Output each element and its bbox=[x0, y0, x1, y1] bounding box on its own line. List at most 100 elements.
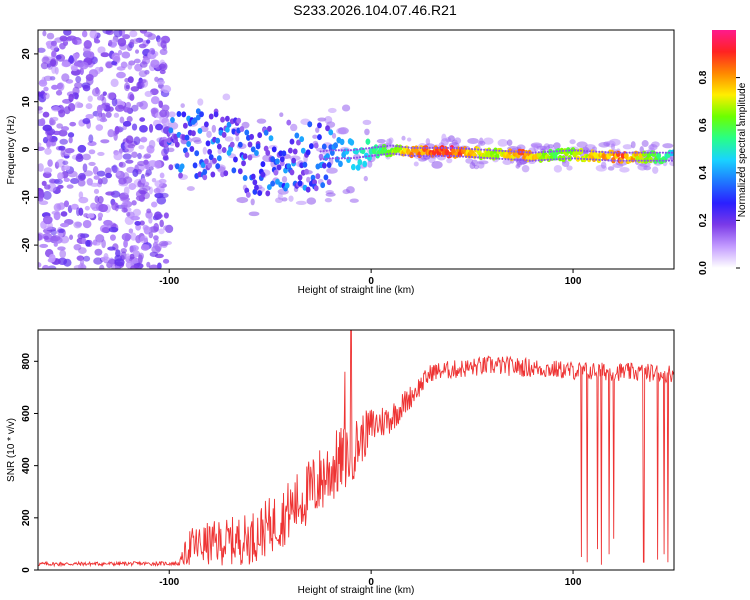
scatter-blob bbox=[639, 162, 651, 167]
ridge-blob bbox=[270, 180, 276, 187]
noise-blob bbox=[144, 90, 153, 98]
ridge-edge bbox=[389, 144, 392, 147]
ridge-blob bbox=[279, 156, 285, 163]
ridge-edge bbox=[404, 154, 407, 157]
noise-blob bbox=[79, 67, 84, 76]
ridge-edge bbox=[401, 153, 404, 156]
noise-blob bbox=[43, 92, 50, 100]
ridge-edge bbox=[640, 151, 643, 154]
noise-blob bbox=[143, 153, 152, 159]
noise-blob bbox=[85, 103, 93, 110]
ridge-blob bbox=[300, 147, 306, 154]
noise-blob bbox=[97, 196, 104, 204]
ridge-edge bbox=[361, 147, 365, 150]
ridge-blob bbox=[326, 179, 332, 186]
ridge-edge bbox=[634, 151, 637, 154]
ridge-blob bbox=[252, 179, 258, 186]
noise-blob bbox=[92, 166, 99, 175]
ridge-edge bbox=[637, 151, 640, 154]
noise-blob bbox=[80, 233, 90, 239]
ridge-edge bbox=[371, 146, 374, 149]
ridge-edge bbox=[528, 159, 531, 162]
scatter-blob bbox=[600, 161, 607, 169]
ridge-edge bbox=[540, 159, 543, 162]
ridge-edge bbox=[474, 148, 477, 151]
scatter-blob bbox=[406, 137, 412, 142]
noise-blob bbox=[98, 203, 109, 213]
scatter-blob bbox=[197, 98, 204, 106]
noise-blob bbox=[131, 257, 140, 264]
ridge-edge bbox=[522, 151, 525, 154]
noise-blob bbox=[98, 104, 106, 111]
noise-blob bbox=[63, 177, 70, 182]
noise-blob bbox=[154, 76, 159, 82]
ridge-edge bbox=[458, 147, 462, 150]
ridge-edge bbox=[616, 159, 619, 162]
noise-blob bbox=[73, 39, 78, 45]
noise-blob bbox=[161, 104, 170, 112]
noise-blob bbox=[97, 212, 104, 219]
ridge-edge bbox=[655, 151, 658, 154]
scatter-blob bbox=[413, 161, 419, 167]
scatter-blob bbox=[553, 165, 562, 173]
noise-blob bbox=[148, 47, 156, 55]
noise-blob bbox=[82, 84, 91, 92]
y-tick-label: 10 bbox=[21, 96, 32, 108]
noise-blob bbox=[83, 255, 91, 262]
noise-blob bbox=[137, 254, 143, 264]
ridge-edge bbox=[570, 149, 574, 152]
ridge-edge bbox=[337, 157, 340, 160]
noise-blob bbox=[87, 95, 93, 102]
scatter-blob bbox=[386, 138, 392, 146]
ridge-edge bbox=[564, 157, 568, 160]
ridge-edge bbox=[446, 154, 449, 157]
ridge-edge bbox=[537, 159, 540, 162]
noise-blob bbox=[139, 61, 148, 68]
scatter-blob bbox=[669, 160, 674, 167]
ridge-edge bbox=[443, 154, 446, 157]
noise-blob bbox=[121, 51, 131, 59]
ridge-blob bbox=[365, 138, 371, 145]
noise-blob bbox=[163, 225, 171, 231]
scatter-blob bbox=[641, 140, 649, 148]
ridge-blob bbox=[260, 161, 266, 168]
y-tick-label: -10 bbox=[21, 190, 32, 205]
ridge-blob bbox=[656, 152, 662, 159]
y-tick-label: 0 bbox=[21, 146, 32, 152]
ridge-edge bbox=[522, 159, 525, 162]
noise-blob bbox=[63, 106, 71, 115]
ridge-blob bbox=[317, 122, 322, 129]
noise-blob bbox=[137, 152, 142, 160]
x-tick-label: 100 bbox=[565, 577, 582, 588]
ridge-blob bbox=[241, 160, 246, 167]
ridge-edge bbox=[352, 156, 356, 160]
ridge-edge bbox=[449, 154, 452, 157]
noise-blob bbox=[72, 92, 79, 100]
noise-blob bbox=[132, 250, 141, 258]
ridge-edge bbox=[516, 158, 519, 161]
ridge-blob bbox=[223, 170, 229, 177]
ridge-edge bbox=[655, 159, 658, 162]
ridge-edge bbox=[513, 150, 516, 153]
noise-blob bbox=[43, 75, 53, 81]
ridge-edge bbox=[586, 150, 589, 153]
ridge-blob bbox=[179, 163, 185, 170]
noise-blob bbox=[148, 231, 154, 239]
ridge-blob bbox=[310, 174, 316, 181]
noise-blob bbox=[50, 235, 61, 242]
ridge-edge bbox=[558, 157, 562, 161]
ridge-edge bbox=[595, 150, 598, 153]
noise-blob bbox=[102, 91, 107, 96]
ridge-blob bbox=[323, 174, 329, 181]
noise-blob bbox=[51, 84, 59, 90]
ridge-blob bbox=[476, 149, 482, 156]
scatter-blob bbox=[317, 117, 327, 122]
ridge-blob bbox=[254, 184, 259, 191]
noise-blob bbox=[86, 177, 93, 186]
noise-blob bbox=[163, 145, 170, 155]
scatter-blob bbox=[630, 141, 636, 149]
ridge-edge bbox=[525, 159, 528, 162]
ridge-edge bbox=[628, 151, 631, 154]
ridge-blob bbox=[273, 169, 279, 176]
